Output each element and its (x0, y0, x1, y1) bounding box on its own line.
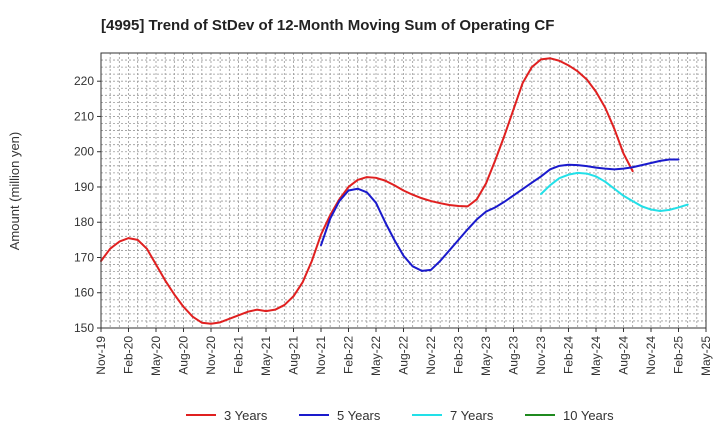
y-tick-label: 160 (74, 286, 94, 300)
series-line-7-years (540, 171, 689, 212)
x-tick-label: Nov-22 (424, 336, 438, 375)
y-tick-label: 200 (74, 145, 94, 159)
x-tick-label: Nov-20 (204, 336, 218, 375)
x-tick-label: Feb-23 (452, 336, 466, 374)
x-axis-ticks: Nov-19 Feb-20 May-20 Aug-20 Nov-20 Feb-21 May-… (94, 328, 713, 376)
y-tick-label: 170 (74, 250, 94, 264)
y-tick-label: 150 (74, 321, 94, 335)
y-tick-label: 190 (74, 180, 94, 194)
grid (101, 53, 706, 328)
x-tick-label: May-20 (149, 336, 163, 376)
series-layer (100, 57, 689, 325)
legend-label-10-years: 10 Years (563, 408, 614, 423)
x-tick-label: Feb-21 (232, 336, 246, 374)
x-tick-label: May-22 (369, 336, 383, 376)
y-tick-label: 210 (74, 109, 94, 123)
x-tick-label: Feb-20 (122, 336, 136, 374)
x-tick-label: Nov-23 (534, 336, 548, 375)
x-tick-label: Aug-22 (397, 336, 411, 375)
x-tick-label: May-23 (479, 336, 493, 376)
x-tick-label: May-24 (589, 336, 603, 376)
y-tick-label: 220 (74, 74, 94, 88)
x-tick-label: May-21 (259, 336, 273, 376)
legend-label-3-years: 3 Years (224, 408, 268, 423)
x-tick-label: Feb-25 (672, 336, 686, 374)
y-tick-label: 180 (74, 215, 94, 229)
x-tick-label: May-25 (699, 336, 713, 376)
y-axis-ticks: 150 160 170 180 190 200 210 220 (74, 74, 101, 335)
x-tick-label: Aug-24 (617, 336, 631, 375)
series-line-3-years (100, 57, 634, 325)
legend-label-5-years: 5 Years (337, 408, 381, 423)
legend: 3 Years 5 Years 7 Years 10 Years (186, 408, 614, 423)
x-tick-label: Nov-24 (644, 336, 658, 375)
x-tick-label: Nov-21 (314, 336, 328, 375)
x-tick-label: Feb-24 (562, 336, 576, 374)
legend-label-7-years: 7 Years (450, 408, 494, 423)
y-axis-label: Amount (million yen) (7, 132, 22, 251)
series-line-5-years (320, 158, 680, 272)
x-tick-label: Nov-19 (94, 336, 108, 375)
x-tick-label: Feb-22 (342, 336, 356, 374)
x-tick-label: Aug-23 (507, 336, 521, 375)
x-tick-label: Aug-21 (287, 336, 301, 375)
chart-title: [4995] Trend of StDev of 12-Month Moving… (101, 17, 554, 34)
x-tick-label: Aug-20 (177, 336, 191, 375)
